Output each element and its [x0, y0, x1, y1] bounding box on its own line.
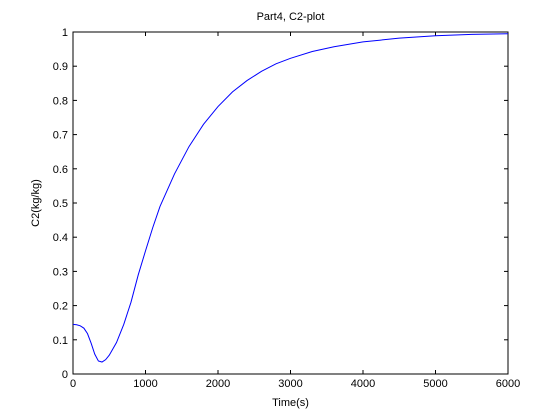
y-tick-label: 0.5 [53, 198, 68, 210]
y-tick-label: 0.6 [53, 164, 68, 176]
y-tick-label: 0.2 [53, 301, 68, 313]
x-tick-label: 4000 [351, 378, 375, 390]
y-tick-label: 1 [62, 27, 68, 39]
axis-tick-labels: 0 1000 2000 3000 4000 5000 6000 0 0.1 0.2 0.3 0.4 0.… [53, 27, 521, 390]
x-axis-label: Time(s) [272, 397, 309, 409]
y-tick-label: 0.4 [53, 232, 68, 244]
plot-area [72, 31, 509, 375]
y-tick-label: 0.8 [53, 95, 68, 107]
y-axis-label: C2(kg/kg) [30, 179, 42, 227]
chart-title: Part4, C2-plot [257, 11, 325, 23]
y-tick-label: 0.3 [53, 266, 68, 278]
x-tick-label: 2000 [206, 378, 230, 390]
y-tick-label: 0.1 [53, 335, 68, 347]
y-tick-label: 0.7 [53, 130, 68, 142]
x-tick-label: 1000 [133, 378, 157, 390]
x-tick-label: 0 [70, 378, 76, 390]
y-tick-label: 0.9 [53, 61, 68, 73]
x-tick-label: 6000 [496, 378, 520, 390]
x-tick-label: 3000 [278, 378, 302, 390]
c2-series-line [72, 33, 509, 363]
y-tick-label: 0 [62, 369, 68, 381]
x-tick-label: 5000 [423, 378, 447, 390]
